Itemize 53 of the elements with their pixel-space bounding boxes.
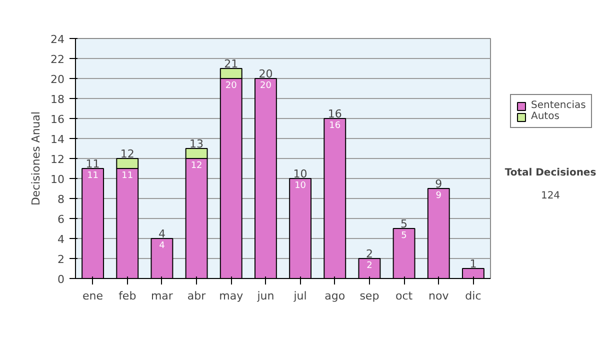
- y-tick-label: 16: [50, 113, 65, 126]
- data-label: 11: [87, 171, 99, 181]
- y-tick-label: 22: [50, 53, 65, 66]
- y-tick-label: 10: [50, 173, 65, 186]
- x-tick-label: jun: [256, 290, 274, 302]
- y-tick-label: 0: [58, 273, 64, 286]
- data-label: 20: [225, 81, 238, 91]
- data-label: 2: [366, 261, 372, 271]
- total-label: 12: [120, 148, 134, 160]
- x-tick-label: nov: [428, 290, 450, 302]
- total-label: 2: [366, 248, 373, 260]
- y-tick-label: 24: [50, 33, 65, 46]
- total-label: 21: [224, 58, 238, 70]
- data-label: 20: [260, 81, 272, 91]
- x-tick-label: abr: [187, 290, 206, 302]
- y-axis-title: Decisiones Anual: [30, 111, 43, 206]
- x-tick-label: mar: [150, 290, 174, 302]
- y-tick-label: 12: [50, 153, 65, 166]
- y-tick-label: 4: [58, 233, 64, 246]
- text: Total Decisiones: [504, 168, 596, 178]
- data-label: 11: [122, 171, 134, 181]
- x-tick-label: ene: [82, 290, 104, 302]
- x-tick-label: sep: [360, 290, 380, 302]
- total-label: 20: [258, 68, 273, 80]
- legend-label: Autos: [531, 111, 560, 122]
- total-label: 1: [470, 258, 477, 270]
- data-label: 4: [159, 241, 166, 251]
- y-tick-label: 18: [50, 93, 65, 106]
- total-label: 4: [158, 228, 166, 240]
- data-label: 10: [294, 181, 306, 191]
- x-tick-label: oct: [395, 290, 414, 302]
- total-label: 10: [293, 168, 308, 180]
- total-label: 11: [86, 158, 100, 170]
- data-label: 16: [329, 121, 341, 131]
- x-tick-label: jul: [292, 290, 307, 302]
- total-label: 5: [400, 218, 408, 230]
- y-tick-label: 14: [50, 133, 65, 146]
- x-tick-label: ago: [324, 290, 346, 302]
- text: 124: [540, 190, 560, 202]
- y-tick-label: 6: [58, 213, 64, 226]
- data-label: 9: [436, 191, 442, 201]
- y-tick-label: 8: [58, 193, 64, 206]
- x-tick-label: dic: [465, 290, 482, 302]
- data-label: 12: [190, 161, 202, 171]
- y-tick-label: 2: [58, 253, 64, 266]
- total-label: 9: [435, 178, 442, 190]
- data-label: 5: [401, 231, 407, 241]
- y-tick-label: 20: [50, 73, 65, 86]
- x-tick-label: feb: [118, 290, 136, 302]
- total-label: 16: [328, 108, 342, 120]
- x-tick-label: may: [219, 290, 244, 302]
- legend-label: Sentencias: [531, 100, 586, 111]
- total-label: 13: [190, 138, 204, 150]
